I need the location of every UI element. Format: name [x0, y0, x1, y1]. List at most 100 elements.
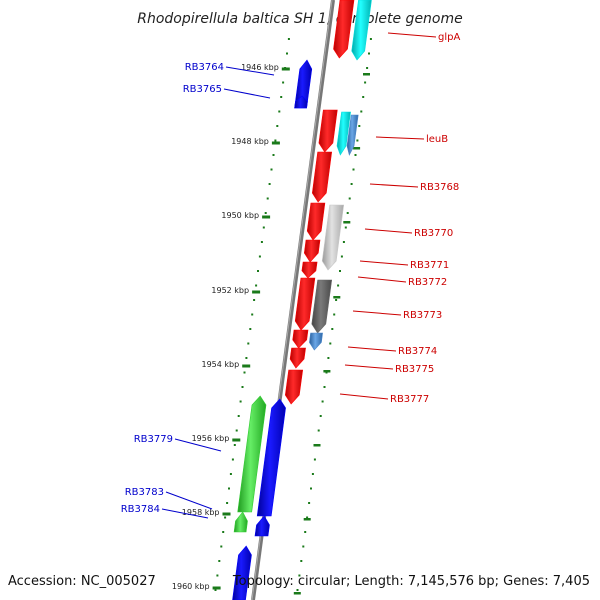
leader-line-RB3774: [347, 346, 397, 352]
track-dot: [226, 502, 229, 504]
track-dot: [354, 154, 357, 156]
track-dot: [340, 255, 343, 258]
leader-line-RB3784: [161, 508, 209, 519]
gene-labels: glpA RB3764 RB3765 leuB RB3768 RB3770 RB3771 RB…: [121, 32, 461, 515]
track-dot: [247, 342, 250, 345]
scale-tick: [252, 290, 261, 294]
gene-arrow[interactable]: [311, 279, 333, 334]
gene-label-glpA[interactable]: glpA: [438, 32, 460, 43]
track-dot: [272, 154, 275, 156]
track-dot: [278, 110, 281, 113]
map-title: Rhodopirellula baltica SH 1, complete ge…: [137, 11, 463, 27]
track-dot: [327, 357, 330, 359]
gene-leuB-arrow[interactable]: [318, 109, 338, 153]
track-dot: [251, 313, 254, 316]
track-dot: [300, 560, 303, 562]
gene-label-leuB[interactable]: leuB: [426, 134, 448, 145]
gene-RB3775-arrow[interactable]: [289, 347, 306, 369]
gene-glpA-arrow[interactable]: [333, 0, 355, 59]
leader-line-RB3764: [225, 66, 275, 76]
track-dot: [348, 197, 351, 200]
leader-line-RB3773: [352, 310, 402, 316]
gene-RB3774-arrow[interactable]: [292, 329, 309, 349]
track-dot: [266, 197, 269, 200]
track-dot: [366, 67, 369, 69]
gene-RB3768-arrow[interactable]: [311, 151, 333, 203]
gene-label-RB3774[interactable]: RB3774: [398, 346, 437, 357]
track-dot: [245, 357, 248, 359]
gene-arrow[interactable]: [351, 0, 372, 61]
track-dot: [229, 473, 232, 475]
track-dot: [264, 212, 267, 214]
track-dot: [342, 241, 345, 243]
scale-tick: [293, 592, 301, 595]
leader-line-RB3777: [339, 393, 389, 400]
track-dot: [224, 516, 227, 519]
label-leader-lines: [161, 32, 437, 519]
gene-label-RB3772[interactable]: RB3772: [408, 277, 447, 288]
gene-RB3771-arrow[interactable]: [303, 239, 321, 263]
gene-arrow[interactable]: [321, 204, 345, 271]
gene-arrow[interactable]: [336, 111, 351, 156]
track-dot: [235, 429, 238, 432]
gene-label-RB3773[interactable]: RB3773: [403, 310, 442, 321]
right-dotted-track: [296, 38, 372, 591]
scale-tick: [281, 67, 290, 71]
gene-RB3765-arrow[interactable]: [294, 95, 308, 109]
gene-label-RB3764[interactable]: RB3764: [185, 62, 224, 73]
gene-RB3779-arrow[interactable]: [237, 395, 267, 513]
track-dot: [241, 386, 244, 388]
scale-tick-label: 1950 kbp: [221, 211, 259, 220]
gene-label-RB3771[interactable]: RB3771: [410, 260, 449, 271]
gene-RB3772-arrow[interactable]: [301, 261, 318, 279]
gene-RB3770-arrow[interactable]: [306, 202, 326, 241]
scale-tick: [222, 512, 231, 516]
leader-line-RB3770: [364, 228, 413, 234]
track-dot: [362, 96, 365, 98]
gene-RB3773-arrow[interactable]: [294, 277, 316, 331]
track-dot: [253, 299, 256, 301]
gene-label-RB3765[interactable]: RB3765: [183, 84, 222, 95]
track-dot: [274, 139, 277, 142]
track-dot: [233, 444, 236, 446]
track-dot: [321, 400, 324, 403]
gene-arrow[interactable]: [346, 114, 359, 156]
track-dot: [308, 502, 311, 504]
track-dot: [298, 574, 301, 577]
track-dot: [306, 516, 309, 519]
track-dot: [333, 313, 336, 316]
gene-label-RB3775[interactable]: RB3775: [395, 364, 434, 375]
scale-tick: [212, 586, 221, 590]
gene-RB3777-arrow[interactable]: [284, 369, 304, 405]
track-dot: [231, 458, 234, 461]
track-dot: [313, 458, 316, 461]
gene-arrow[interactable]: [309, 332, 323, 351]
track-dot: [255, 284, 258, 287]
left-dotted-track: [214, 38, 290, 591]
gene-label-RB3783[interactable]: RB3783: [125, 487, 164, 498]
leader-line-RB3779: [174, 438, 222, 452]
gene-label-RB3770[interactable]: RB3770: [414, 228, 453, 239]
track-dot: [239, 400, 242, 403]
track-dot: [258, 255, 261, 258]
gene-label-RB3779[interactable]: RB3779: [134, 434, 173, 445]
track-dot: [323, 386, 326, 388]
accession-text: Accession: NC_005027: [8, 574, 156, 589]
track-dot: [287, 38, 290, 40]
track-dot: [350, 183, 353, 185]
scale-tick-label: 1952 kbp: [211, 286, 249, 295]
track-dot: [304, 531, 307, 533]
scale-tick-label: 1948 kbp: [231, 137, 269, 146]
track-dot: [331, 328, 334, 330]
track-dot: [228, 487, 230, 490]
gene-label-RB3784[interactable]: RB3784: [121, 504, 160, 515]
track-dot: [310, 487, 312, 490]
leader-line-RB3771: [359, 260, 409, 266]
gene-RB3783-arrow[interactable]: [233, 511, 248, 533]
gene-label-RB3768[interactable]: RB3768: [420, 182, 459, 193]
gene-arrow[interactable]: [232, 545, 252, 600]
gene-RB3784-arrow[interactable]: [254, 515, 270, 537]
gene-features: [232, 0, 372, 600]
gene-label-RB3777[interactable]: RB3777: [390, 394, 429, 405]
track-dot: [364, 81, 367, 84]
